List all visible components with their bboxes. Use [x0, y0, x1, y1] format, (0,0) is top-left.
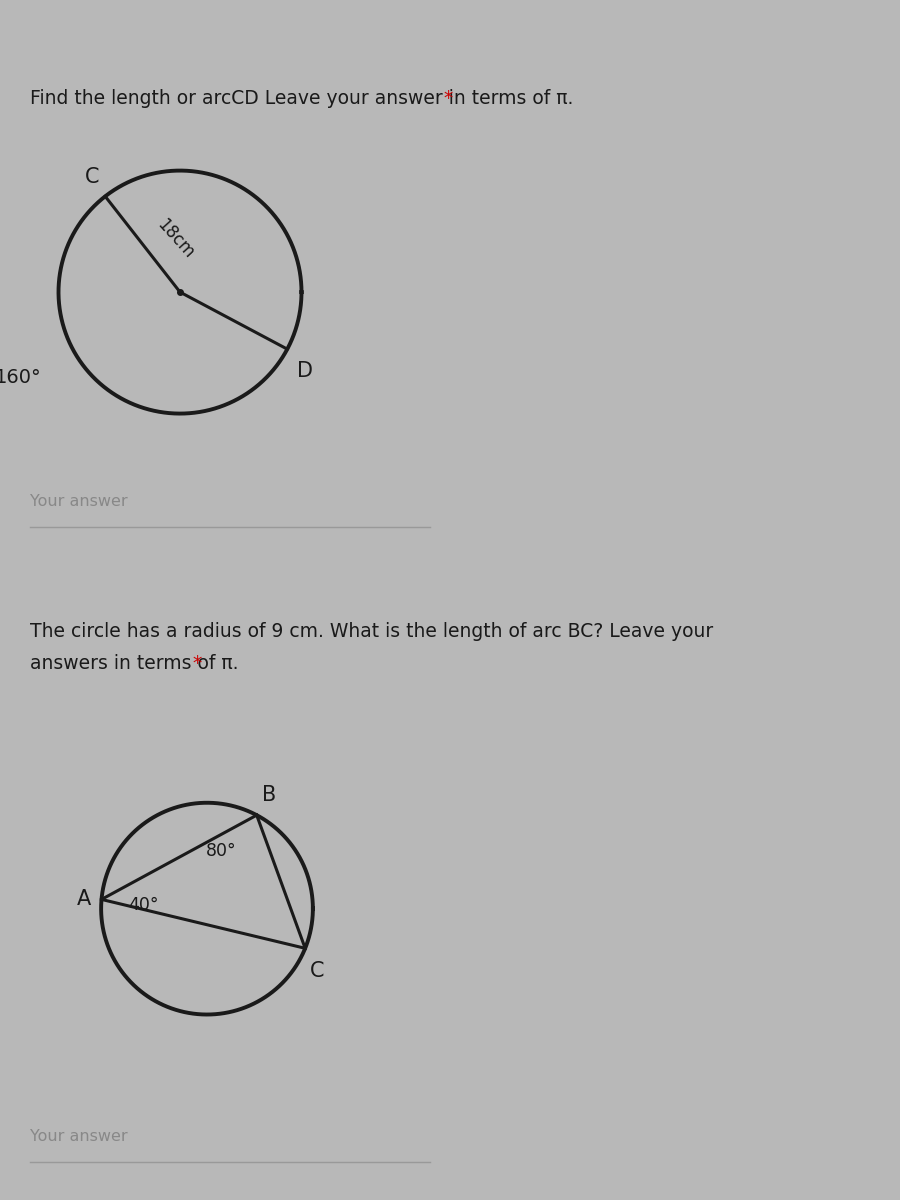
Text: 18cm: 18cm [153, 216, 198, 263]
Text: Find the length or arcCD Leave your answer in terms of π.: Find the length or arcCD Leave your answ… [30, 89, 573, 108]
Text: *: * [187, 654, 202, 672]
Text: 160°: 160° [0, 367, 42, 386]
Text: answers in terms of π.: answers in terms of π. [30, 654, 238, 672]
Text: 80°: 80° [206, 841, 237, 859]
Text: D: D [297, 361, 313, 382]
Text: C: C [310, 961, 324, 982]
Text: C: C [85, 167, 99, 187]
Text: *: * [437, 89, 453, 108]
Text: The circle has a radius of 9 cm. What is the length of arc BC? Leave your: The circle has a radius of 9 cm. What is… [30, 622, 713, 641]
Text: B: B [262, 785, 276, 804]
Text: 40°: 40° [128, 895, 158, 913]
Text: Your answer: Your answer [30, 1129, 128, 1144]
Text: Your answer: Your answer [30, 494, 128, 509]
Text: A: A [76, 889, 91, 910]
